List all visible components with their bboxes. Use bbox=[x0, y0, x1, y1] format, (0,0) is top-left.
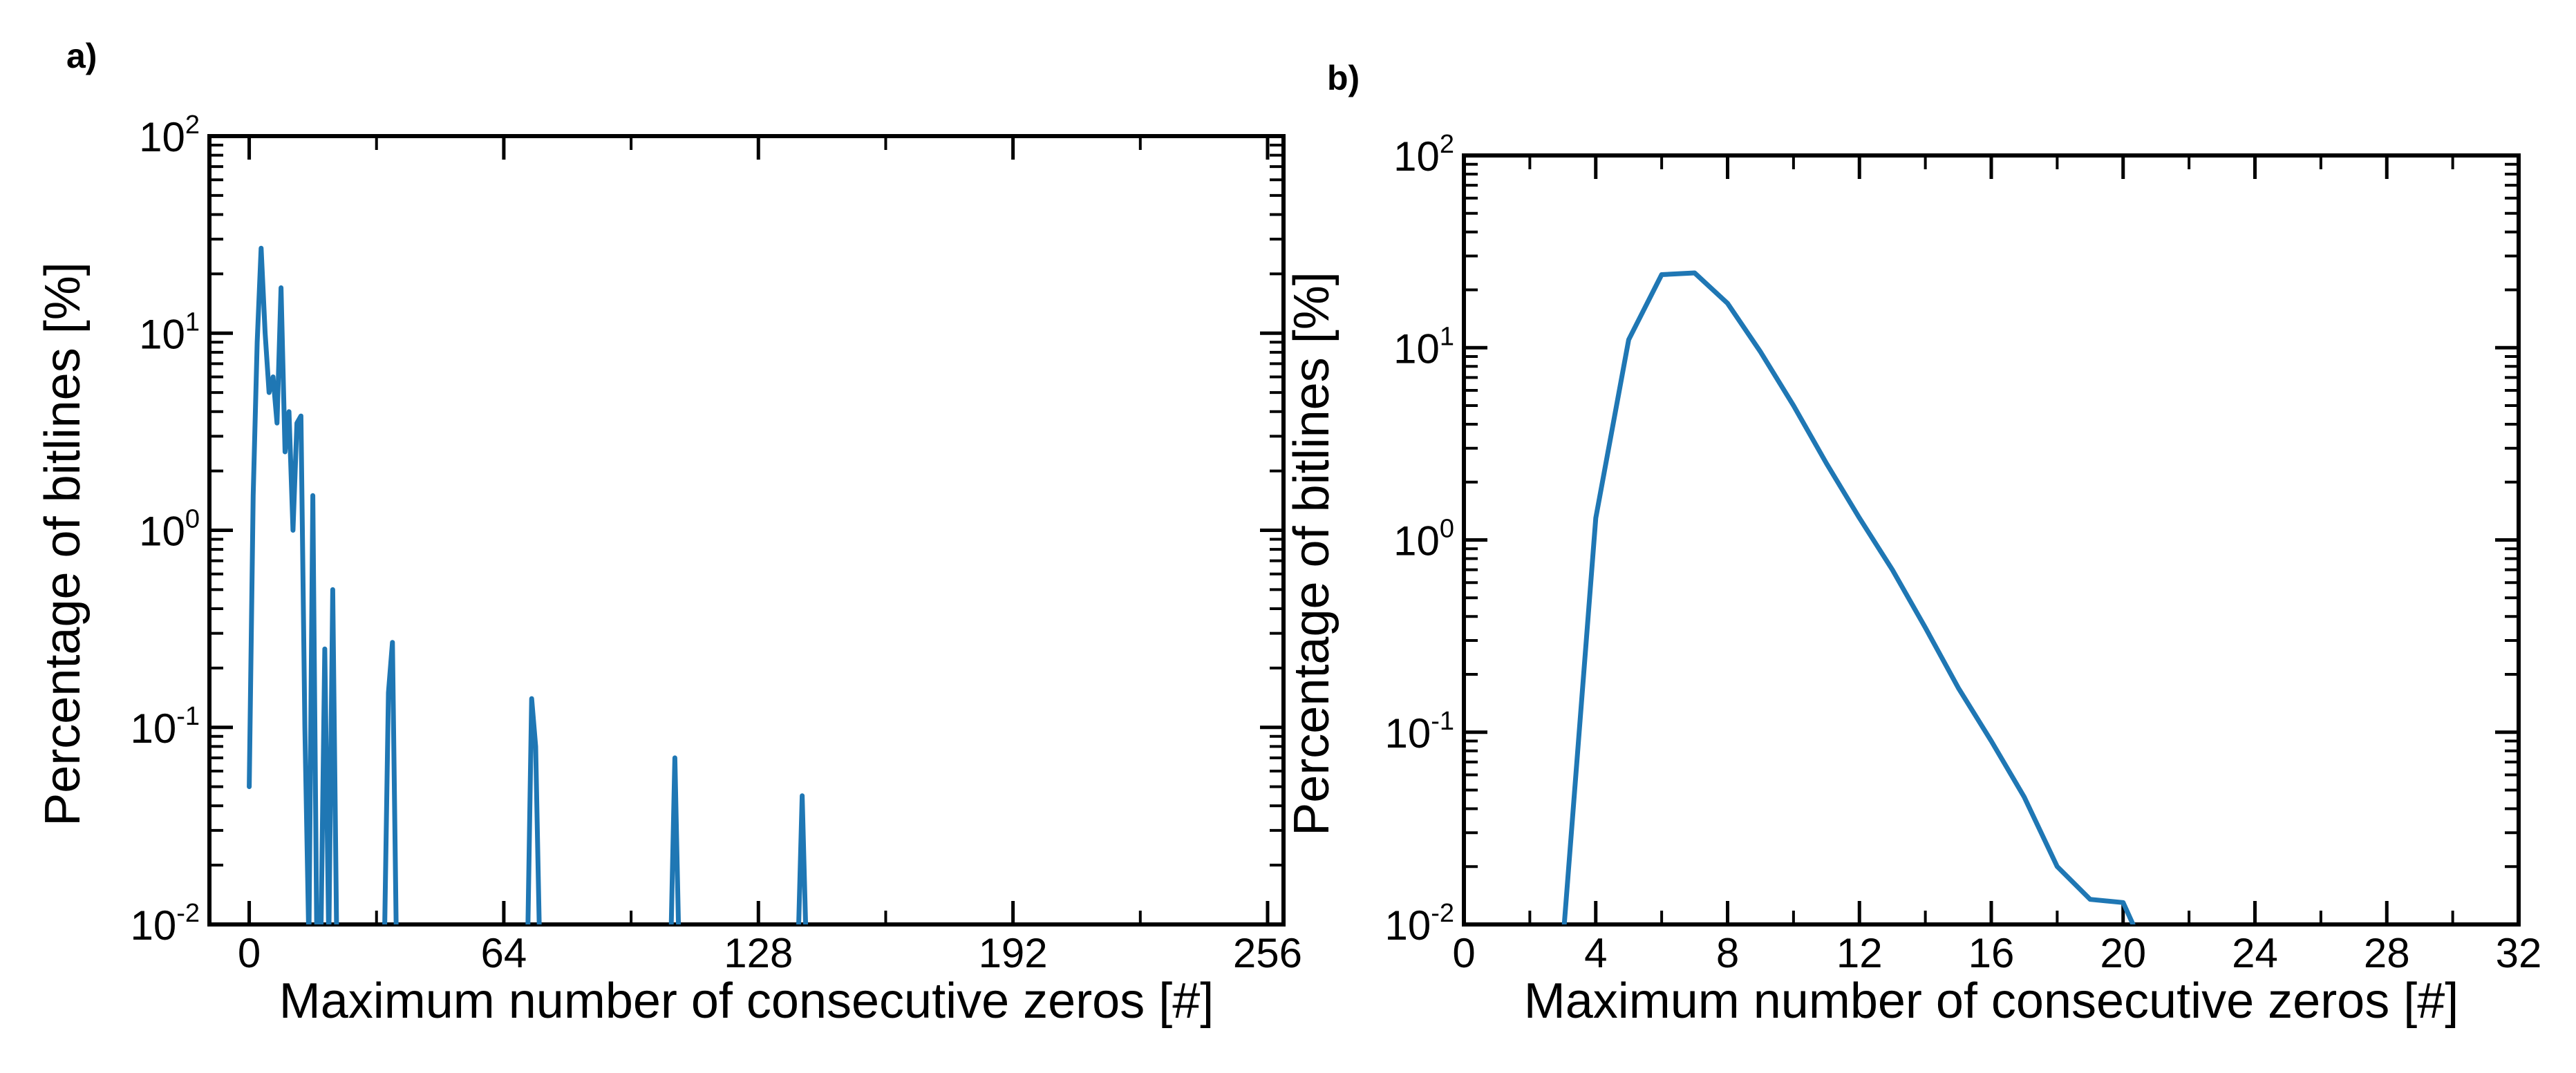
chart-panel-a: a) 102 101 100 10-1 10-2 0 64 128 192 256 Maximum n… bbox=[35, 37, 1302, 1029]
chart-b-x-tick-label: 20 bbox=[2100, 930, 2146, 976]
chart-b-x-tick-label: 0 bbox=[1452, 930, 1475, 976]
chart-a-x-axis-label: Maximum number of consecutive zeros [#] bbox=[279, 974, 1214, 1029]
chart-a-y-tick-label: 102 bbox=[139, 111, 200, 160]
chart-b-x-tick-label: 4 bbox=[1584, 930, 1607, 976]
chart-b-series-line bbox=[1561, 270, 2136, 924]
chart-b-y-tick-label: 10-2 bbox=[1384, 899, 1454, 949]
chart-panel-b: b) 102 101 100 10-1 10-20 4 8 12 16 20 24 28 32 Maximu… bbox=[1284, 59, 2541, 1029]
chart-b-x-tick-label: 24 bbox=[2232, 930, 2278, 976]
chart-b-plot-frame bbox=[1462, 153, 2521, 927]
chart-a-x-tick-label: 256 bbox=[1233, 930, 1302, 976]
chart-b-x-tick-label: 16 bbox=[1968, 930, 2015, 976]
chart-a-plot-frame bbox=[207, 134, 1286, 927]
chart-b-x-tick-label: 12 bbox=[1836, 930, 1883, 976]
chart-b-y-tick-label: 10-1 bbox=[1384, 707, 1454, 757]
chart-b-x-tick-label: 28 bbox=[2364, 930, 2410, 976]
chart-a-x-tick-label: 192 bbox=[979, 930, 1048, 976]
chart-a-y-tick-label: 101 bbox=[139, 307, 200, 357]
chart-a-x-tick-label: 128 bbox=[724, 930, 793, 976]
chart-b-x-tick-label: 32 bbox=[2496, 930, 2542, 976]
chart-a-y-axis-label: Percentage of bitlines [%] bbox=[35, 262, 91, 826]
chart-a-y-tick-label: 100 bbox=[139, 505, 200, 555]
chart-b-panel-label: b) bbox=[1327, 59, 1360, 97]
chart-b-x-axis-label: Maximum number of consecutive zeros [#] bbox=[1524, 974, 2459, 1029]
chart-a-x-tick-label: 64 bbox=[481, 930, 527, 976]
chart-b-y-axis-label: Percentage of bitlines [%] bbox=[1284, 272, 1339, 835]
chart-b-y-tick-label: 101 bbox=[1393, 322, 1454, 372]
chart-a-panel-label: a) bbox=[66, 37, 97, 75]
chart-a-y-tick-label: 10-2 bbox=[130, 899, 200, 949]
chart-b-y-tick-label: 102 bbox=[1393, 130, 1454, 180]
chart-b-x-tick-label: 8 bbox=[1716, 930, 1739, 976]
chart-b-y-tick-label: 100 bbox=[1393, 515, 1454, 564]
chart-a-series-line bbox=[247, 245, 809, 924]
chart-a-x-tick-label: 0 bbox=[238, 930, 261, 976]
chart-a-y-tick-label: 10-1 bbox=[130, 702, 200, 752]
